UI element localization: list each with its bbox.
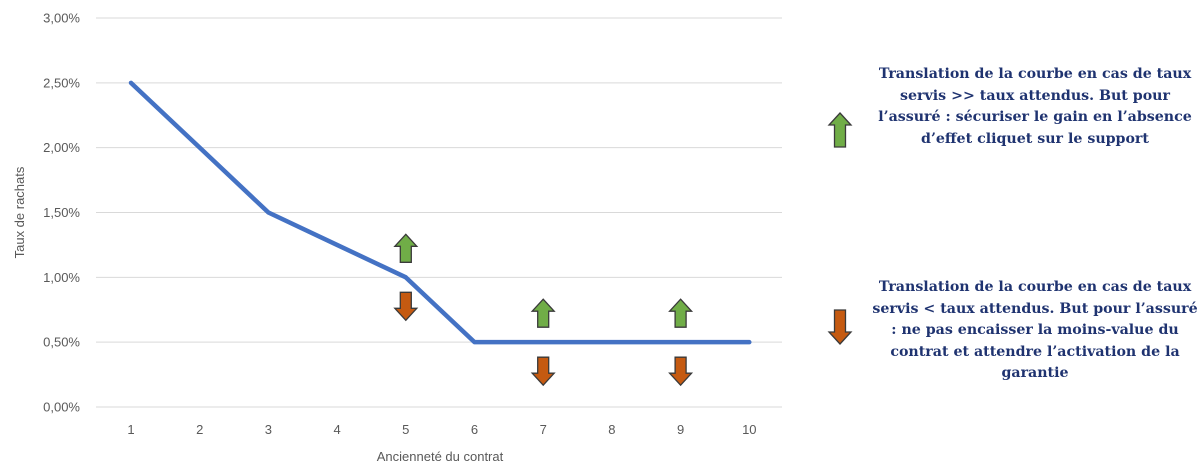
y-tick-labels: 0,00% 0,50% 1,00% 1,50% 2,00% 2,50% 3,00% bbox=[43, 11, 80, 415]
x-axis-title: Ancienneté du contrat bbox=[377, 449, 504, 464]
x-tick-label: 4 bbox=[333, 422, 340, 437]
legend-note-up: Translation de la courbe en cas de taux … bbox=[878, 66, 1192, 147]
arrow-down-icon bbox=[393, 291, 419, 322]
x-tick-label: 6 bbox=[471, 422, 478, 437]
y-tick-label: 3,00% bbox=[43, 11, 80, 26]
arrow-up-icon bbox=[393, 233, 419, 263]
x-tick-label: 2 bbox=[196, 422, 203, 437]
arrow-up-icon bbox=[530, 298, 556, 328]
x-tick-labels: 1 2 3 4 5 6 7 8 9 10 bbox=[127, 422, 756, 437]
x-tick-label: 1 bbox=[127, 422, 134, 437]
x-tick-label: 7 bbox=[540, 422, 547, 437]
x-tick-label: 9 bbox=[677, 422, 684, 437]
y-tick-label: 1,50% bbox=[43, 205, 80, 220]
y-axis-title: Taux de rachats bbox=[12, 166, 27, 258]
legend-arrow-down-icon bbox=[827, 309, 853, 345]
x-tick-label: 8 bbox=[608, 422, 615, 437]
arrow-down-icon bbox=[530, 356, 556, 387]
y-tick-label: 2,50% bbox=[43, 75, 80, 90]
legend-note-down: Translation de la courbe en cas de taux … bbox=[872, 279, 1197, 381]
y-tick-label: 0,50% bbox=[43, 335, 80, 350]
y-tick-label: 2,00% bbox=[43, 140, 80, 155]
x-tick-label: 5 bbox=[402, 422, 409, 437]
x-tick-label: 10 bbox=[742, 422, 756, 437]
annotation-arrows bbox=[393, 233, 694, 387]
legend-icons bbox=[827, 112, 853, 345]
arrow-up-icon bbox=[668, 298, 694, 328]
y-tick-label: 0,00% bbox=[43, 400, 80, 415]
legend-arrow-up-icon bbox=[827, 112, 853, 148]
gridlines bbox=[96, 17, 782, 408]
x-tick-label: 3 bbox=[265, 422, 272, 437]
series-line bbox=[128, 80, 752, 345]
arrow-down-icon bbox=[668, 356, 694, 387]
series-layer bbox=[128, 80, 752, 345]
y-tick-label: 1,00% bbox=[43, 270, 80, 285]
